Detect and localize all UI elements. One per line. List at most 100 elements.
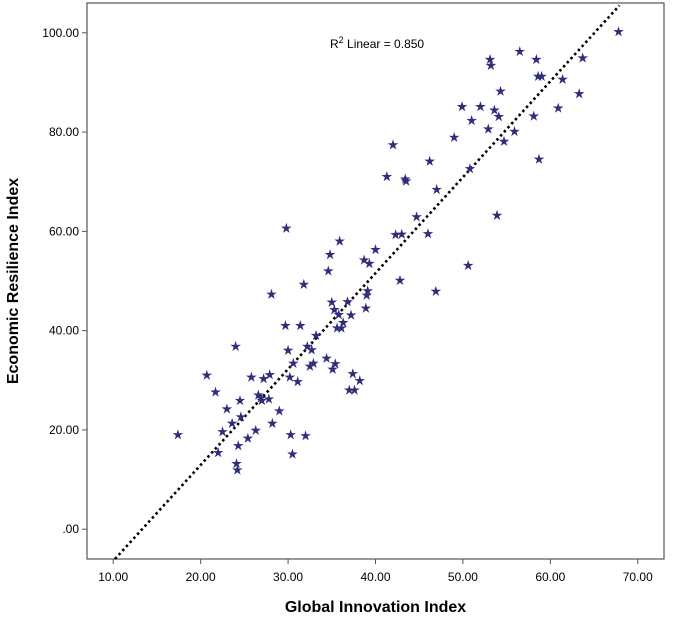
data-point-star [226,417,238,429]
data-point-star [331,322,343,333]
data-point-star [557,73,568,84]
data-point-star [528,110,540,121]
data-point-star [301,340,313,352]
data-point-star [400,175,412,186]
data-point-star [536,70,547,81]
data-point-star [531,53,542,65]
y-tick-label: 80.00 [49,125,79,139]
data-point-star [387,139,399,150]
data-point-star [424,155,436,166]
data-point-star [232,440,244,451]
data-point-star [396,228,408,239]
data-point-star [230,340,241,352]
data-point-star [285,429,297,440]
data-point-star [294,320,306,331]
data-point-star [573,88,585,99]
data-point-star [258,373,269,384]
data-point-star [552,102,564,113]
data-point-star [235,411,247,422]
data-point-star [495,85,506,96]
data-point-star [322,265,334,276]
data-point-star [264,369,276,380]
data-point-star [210,386,221,397]
data-point-star [231,458,242,469]
data-point-star [172,429,184,440]
data-point-star [232,464,243,475]
data-point-star [324,249,336,260]
data-point-star [484,53,496,65]
plot-area [86,2,665,560]
data-point-star [381,171,393,182]
data-point-star [448,131,460,143]
r-squared-superscript: 2 [339,35,344,45]
data-point-star [329,358,341,369]
data-point-star [306,344,318,355]
data-point-star [282,344,294,356]
data-point-star [533,153,545,164]
data-point-star [274,405,285,416]
y-tick-label: 20.00 [49,423,79,437]
data-point-star [361,289,373,300]
r-squared-annotation: R2 Linear = 0.850 [330,35,424,51]
data-point-star [482,123,494,134]
x-tick-label: 70.00 [623,570,653,584]
data-point-star [466,115,477,126]
data-point-star [201,369,213,380]
data-point-star [336,322,347,333]
data-points [172,26,624,475]
data-point-star [329,304,340,315]
data-point-star [485,59,497,71]
data-point-star [337,317,349,328]
data-point-star [577,52,589,63]
data-point-star [300,430,311,441]
data-point-star [263,393,275,404]
data-point-star [287,448,298,459]
data-point-star [242,432,254,443]
data-point-star [358,254,370,265]
data-point-star [349,384,360,395]
data-point-star [298,278,310,290]
r-squared-r: R [330,37,339,51]
data-point-star [253,389,264,400]
x-tick-label: 10.00 [98,570,128,584]
data-point-star [345,309,357,320]
data-point-star [613,26,624,37]
data-point-star [280,320,291,331]
y-axis-title: Economic Resilience Index [5,178,22,384]
data-point-star [464,163,476,174]
data-point-star [255,392,267,403]
data-point-star [491,209,503,220]
x-axis-title: Global Innovation Index [285,599,466,616]
data-point-star [493,111,505,122]
data-point-star [212,447,224,458]
data-point-star [456,101,468,112]
data-point-star [360,302,372,313]
data-point-star [221,403,233,414]
y-tick-label: 60.00 [49,224,79,238]
data-point-star [431,184,443,195]
data-point-star [333,309,345,320]
data-point-star [288,357,299,368]
data-point-star [256,395,268,406]
data-point-star [489,104,500,115]
data-point-star [362,285,373,296]
data-point-star [292,376,304,387]
data-point-star [217,426,228,437]
y-axis: .00 20.00 40.00 60.00 80.00 100.00 [42,26,87,536]
data-point-star [422,228,434,239]
data-point-star [342,296,353,307]
data-point-star [326,296,338,307]
data-point-star [509,125,520,137]
data-point-star [321,352,332,363]
data-point-star [327,363,338,374]
x-tick-label: 20.00 [186,570,216,584]
data-point-star [343,384,355,395]
y-tick-label: 40.00 [49,324,79,338]
data-point-star [390,229,401,240]
data-point-star [234,395,246,406]
x-axis: 10.00 20.00 30.00 40.00 50.00 60.00 70.00 [98,559,653,584]
data-point-star [364,258,375,269]
data-point-star [462,260,474,271]
data-point-star [267,417,278,429]
